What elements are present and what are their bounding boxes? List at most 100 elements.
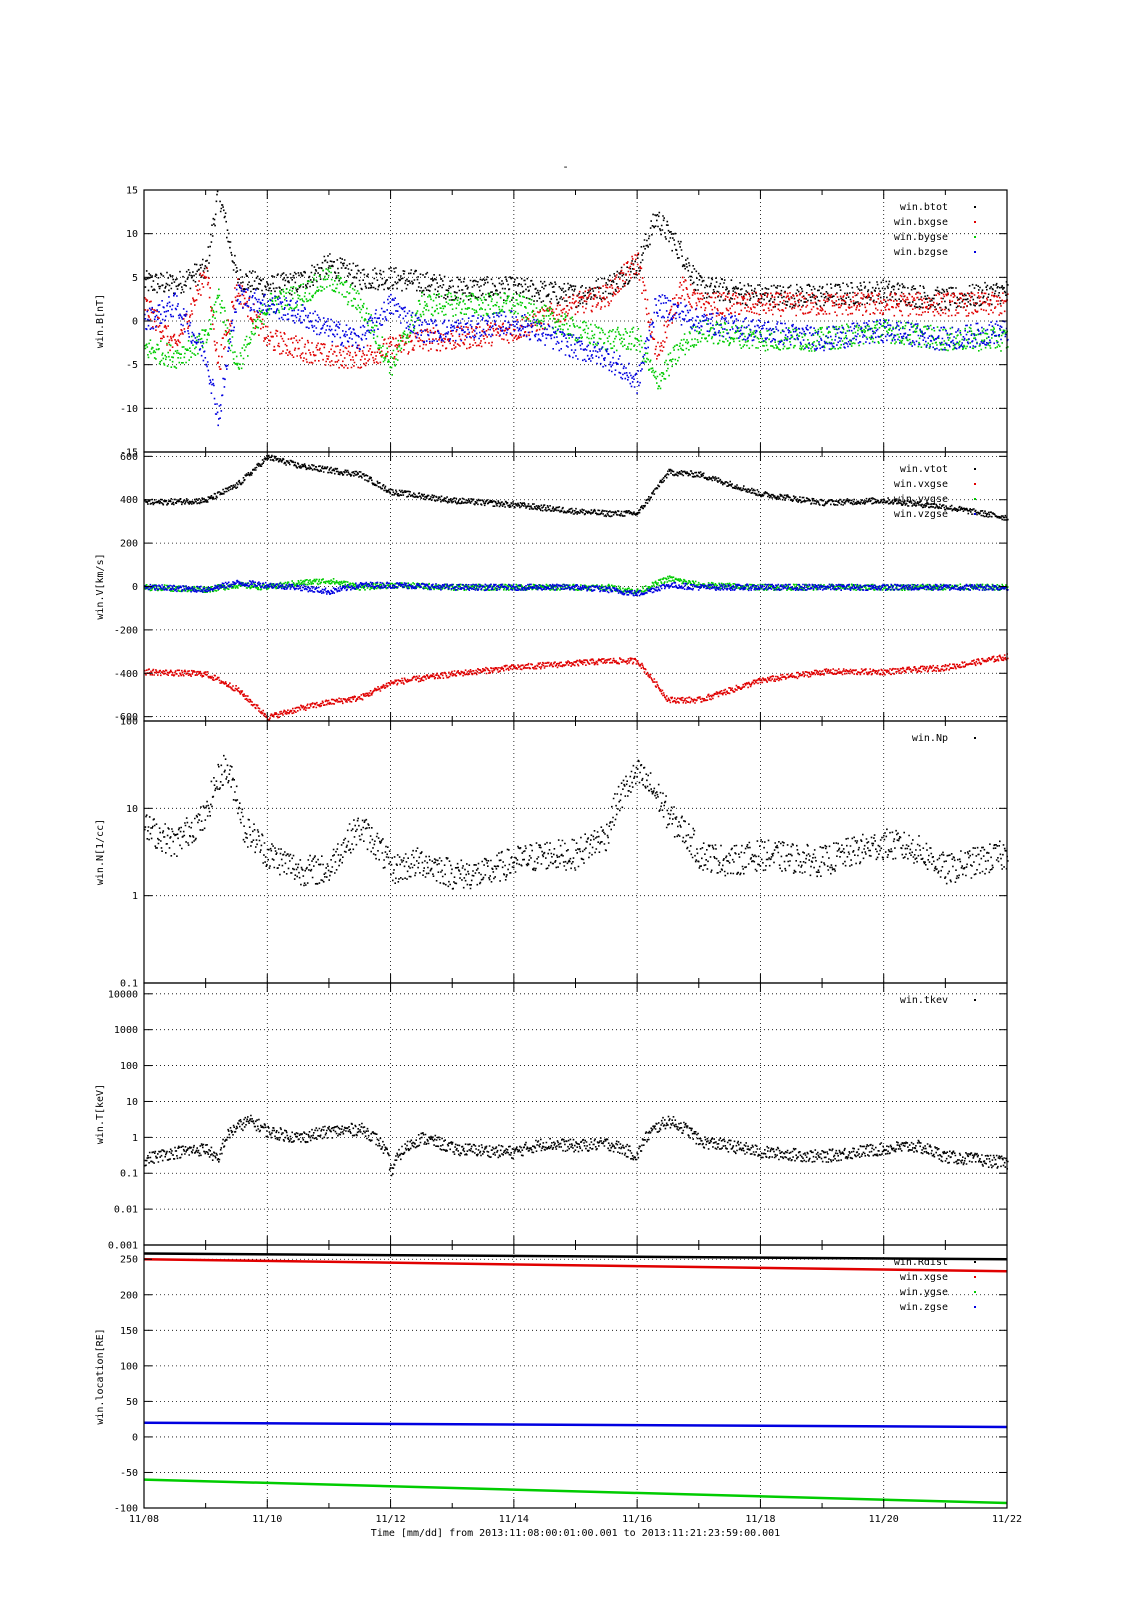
x-tick-label: 11/12 xyxy=(376,1514,406,1525)
legend-label: win.Np xyxy=(912,733,948,744)
legend-marker xyxy=(974,1276,976,1278)
series-win-vtot xyxy=(144,454,1009,521)
y-tick-label: -400 xyxy=(114,669,138,680)
legend-label: win.bxgse xyxy=(894,217,948,228)
series-win-bzgse xyxy=(144,284,1009,427)
series-points xyxy=(144,754,1009,890)
series-points xyxy=(144,579,1009,597)
y-tick-label: 0.01 xyxy=(114,1205,138,1216)
series-line xyxy=(143,1421,1008,1429)
x-axis-title: Time [mm/dd] from 2013:11:08:00:01:00.00… xyxy=(371,1528,780,1539)
page-title: - xyxy=(562,160,569,173)
y-tick-label: 0 xyxy=(132,1432,138,1443)
y-tick-label: 100 xyxy=(120,1361,138,1372)
y-axis-title: win.location[RE] xyxy=(95,1328,106,1424)
legend-label: win.vygse xyxy=(894,494,948,505)
series-points xyxy=(144,267,1009,390)
legend-label: win.vtot xyxy=(900,464,948,475)
legend-label: win.bygse xyxy=(894,232,948,243)
series-win-Rdist xyxy=(143,1252,1008,1261)
series-line xyxy=(143,1478,1008,1505)
panel-1: win.btot win.bxgse win.bygse win.bzgse 15 10 5… xyxy=(95,186,1009,459)
y-tick-label: -200 xyxy=(114,625,138,636)
legend-marker xyxy=(974,498,976,500)
y-tick-label: 100 xyxy=(120,1061,138,1072)
y-tick-label: -600 xyxy=(114,712,138,723)
legend-label: win.zgse xyxy=(900,1302,948,1313)
y-tick-label: 50 xyxy=(126,1397,138,1408)
x-tick-label: 11/16 xyxy=(622,1514,652,1525)
legend-label: win.Rdist xyxy=(894,1257,948,1268)
y-tick-label: 10 xyxy=(126,229,138,240)
series-win-Np xyxy=(144,754,1009,890)
y-tick-label: 1 xyxy=(132,891,138,902)
legend-label: win.bzgse xyxy=(894,247,948,258)
y-tick-label: 600 xyxy=(120,452,138,463)
legend-marker xyxy=(974,251,976,253)
y-tick-label: 150 xyxy=(120,1326,138,1337)
series-points xyxy=(144,190,1009,312)
series-win-btot xyxy=(144,190,1009,312)
legend-marker xyxy=(974,468,976,470)
y-tick-label: -15 xyxy=(120,448,138,459)
legend-marker xyxy=(974,221,976,223)
series-win-vxgse xyxy=(144,653,1009,721)
y-tick-label: 10 xyxy=(126,804,138,815)
x-tick-label: 11/14 xyxy=(499,1514,529,1525)
legend-marker xyxy=(974,1306,976,1308)
y-tick-label: -50 xyxy=(120,1468,138,1479)
series-win-xgse xyxy=(143,1257,1008,1273)
legend-label: win.xgse xyxy=(900,1272,948,1283)
series-points xyxy=(144,1114,1009,1177)
legend-marker xyxy=(974,206,976,208)
x-tick-label: 11/08 xyxy=(129,1514,159,1525)
series-win-zgse xyxy=(143,1421,1008,1429)
y-axis-title: win.N[1/cc] xyxy=(95,819,106,885)
y-tick-label: 10 xyxy=(126,1097,138,1108)
x-tick-label: 11/10 xyxy=(252,1514,282,1525)
y-tick-label: 15 xyxy=(126,186,138,197)
series-points xyxy=(144,454,1009,521)
panel-frame xyxy=(143,982,1008,1246)
panel-3: win.Np 100 10 1 0.1 win.N[1/cc] xyxy=(95,717,1009,990)
y-tick-label: 250 xyxy=(120,1255,138,1266)
series-points xyxy=(144,653,1009,721)
series-points xyxy=(144,284,1009,427)
series-win-ygse xyxy=(143,1478,1008,1505)
y-tick-label: 200 xyxy=(120,539,138,550)
y-tick-label: 400 xyxy=(120,495,138,506)
y-tick-label: 5 xyxy=(132,273,138,284)
legend-marker xyxy=(974,513,976,515)
y-tick-label: 1000 xyxy=(114,1025,138,1036)
panel-2: win.vtot win.vxgse win.vygse win.vzgse 600 40… xyxy=(95,451,1009,723)
legend-label: win.vxgse xyxy=(894,479,948,490)
legend-marker xyxy=(974,236,976,238)
y-axis-title: win.V[km/s] xyxy=(95,553,106,619)
y-tick-label: 1 xyxy=(132,1133,138,1144)
y-tick-label: 0.1 xyxy=(120,979,138,990)
legend-label: win.vzgse xyxy=(894,509,948,520)
legend-marker xyxy=(974,1261,976,1263)
y-tick-label: -100 xyxy=(114,1504,138,1515)
y-axis-title: win.T[keV] xyxy=(95,1084,106,1144)
panel-5: win.Rdist win.xgse win.ygse win.zgse 250 200 1… xyxy=(95,1244,1008,1515)
y-tick-label: 200 xyxy=(120,1290,138,1301)
y-tick-label: 0.1 xyxy=(120,1169,138,1180)
x-tick-label: 11/22 xyxy=(992,1514,1022,1525)
y-axis-title: win.B[nT] xyxy=(95,294,106,348)
series-win-vzgse xyxy=(144,579,1009,597)
series-win-tkev xyxy=(144,1114,1009,1177)
series-win-bygse xyxy=(144,267,1009,390)
panel-4: win.tkev 10000 1000 100 10 1 0.1 0.01 0.001 win.T… xyxy=(95,982,1009,1252)
legend-label: win.tkev xyxy=(900,995,948,1006)
x-tick-label: 11/18 xyxy=(745,1514,775,1525)
y-tick-label: 100 xyxy=(120,717,138,728)
series-line xyxy=(143,1257,1008,1273)
series-line xyxy=(143,1252,1008,1261)
legend-marker xyxy=(974,1291,976,1293)
y-tick-label: 10000 xyxy=(108,989,138,1000)
legend-marker xyxy=(974,483,976,485)
y-tick-label: 0 xyxy=(132,582,138,593)
y-tick-label: 0 xyxy=(132,317,138,328)
